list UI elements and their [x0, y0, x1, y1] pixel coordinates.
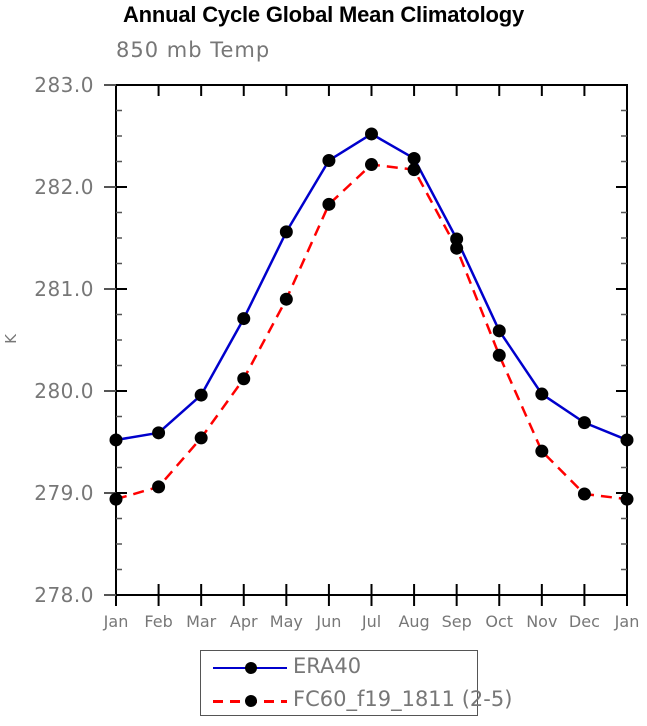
data-point [620, 492, 634, 506]
axis-ticks [104, 84, 628, 606]
x-tick-label: Aug [398, 612, 430, 631]
chart-title: Annual Cycle Global Mean Climatology [122, 2, 525, 27]
data-point [535, 387, 549, 401]
y-tick-label: 282.0 [34, 175, 94, 199]
x-tick-label: Mar [186, 612, 217, 631]
data-point [109, 492, 123, 506]
data-point [365, 127, 378, 141]
data-point [492, 348, 506, 362]
series-line-ERA40 [115, 132, 628, 442]
y-tick-label: 278.0 [34, 583, 94, 607]
data-point [237, 312, 251, 326]
chart-subtitle: 850 mb Temp [116, 38, 271, 62]
y-tick-label: 281.0 [34, 277, 94, 301]
x-tick-label: Jan [103, 612, 129, 631]
data-point [279, 292, 293, 306]
data-point [322, 197, 336, 211]
y-tick-label: 280.0 [34, 379, 94, 403]
data-point [535, 444, 549, 458]
x-tick-label: Sep [441, 612, 472, 631]
series-line-FC60_f19_1811 (2-5) [115, 163, 628, 501]
data-point [109, 433, 123, 447]
x-tick-label: May [269, 612, 303, 631]
legend: ERA40 FC60_f19_1811 (2-5) [200, 650, 512, 717]
series-layer [109, 127, 634, 506]
legend-marker-dot [245, 695, 257, 707]
data-point [152, 426, 166, 440]
data-point [194, 388, 208, 402]
legend-label: ERA40 [293, 654, 362, 678]
data-point [152, 480, 166, 494]
x-tick-label: Feb [144, 612, 173, 631]
data-point [577, 416, 591, 430]
data-point [194, 431, 208, 445]
data-point [620, 433, 634, 447]
data-point [365, 158, 378, 172]
x-tick-label: Dec [568, 612, 600, 631]
data-point [492, 324, 506, 338]
data-point [577, 487, 591, 501]
x-tick-label: Oct [485, 612, 514, 631]
data-point [237, 372, 251, 386]
x-tick-label: Nov [526, 612, 558, 631]
data-point [407, 163, 421, 177]
y-tick-label: 283.0 [34, 73, 94, 97]
x-tick-label: Apr [229, 612, 258, 631]
data-point [407, 151, 421, 165]
data-point [322, 153, 336, 167]
x-tick-label: Jul [361, 612, 382, 631]
data-point [279, 225, 293, 239]
legend-item-era40: ERA40 [201, 651, 477, 684]
x-tick-label: Jan [614, 612, 640, 631]
legend-marker-dot [245, 662, 257, 674]
y-tick-label: 279.0 [34, 481, 94, 505]
data-point [450, 241, 464, 255]
legend-label: FC60_f19_1811 (2-5) [293, 687, 513, 711]
legend-item-fc60: FC60_f19_1811 (2-5) [201, 684, 512, 717]
x-tick-label: Jun [316, 612, 342, 631]
data-point [450, 232, 464, 246]
